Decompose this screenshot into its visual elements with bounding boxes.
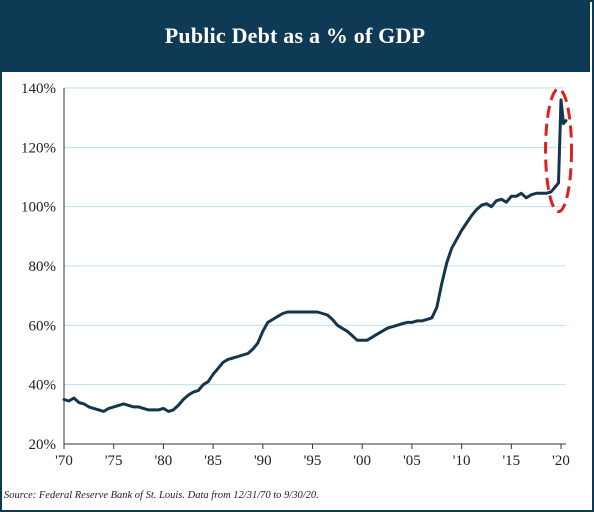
x-tick-label: '15 — [502, 453, 520, 469]
x-tick-label: '70 — [55, 453, 73, 469]
y-tick-label: 20% — [29, 437, 57, 453]
y-tick-label: 40% — [29, 378, 57, 394]
chart-title: Public Debt as a % of GDP — [164, 23, 426, 48]
x-tick-label: '75 — [105, 453, 123, 469]
x-tick-label: '05 — [403, 453, 421, 469]
y-tick-label: 60% — [29, 318, 57, 334]
x-tick-label: '85 — [204, 453, 222, 469]
x-tick-label: '10 — [453, 453, 471, 469]
x-tick-label: '95 — [304, 453, 322, 469]
line-chart: 20% 40% 60% 80% 100% 120% 140% '70 '75 '80 '85 '90 '… — [21, 81, 574, 469]
title-bar: Public Debt as a % of GDP — [0, 0, 590, 72]
y-tick-label: 80% — [29, 259, 57, 275]
debt-series-line — [62, 98, 568, 413]
x-tick-label: '90 — [254, 453, 272, 469]
x-tick-label: '00 — [353, 453, 371, 469]
y-tick-label: 100% — [21, 200, 56, 216]
x-tick-label: '20 — [552, 453, 570, 469]
source-note: Source: Federal Reserve Bank of St. Loui… — [4, 490, 319, 501]
x-tick-label: '80 — [155, 453, 173, 469]
y-tick-label: 140% — [21, 81, 56, 97]
y-tick-label: 120% — [21, 140, 56, 156]
highlight-ellipse — [544, 87, 574, 214]
